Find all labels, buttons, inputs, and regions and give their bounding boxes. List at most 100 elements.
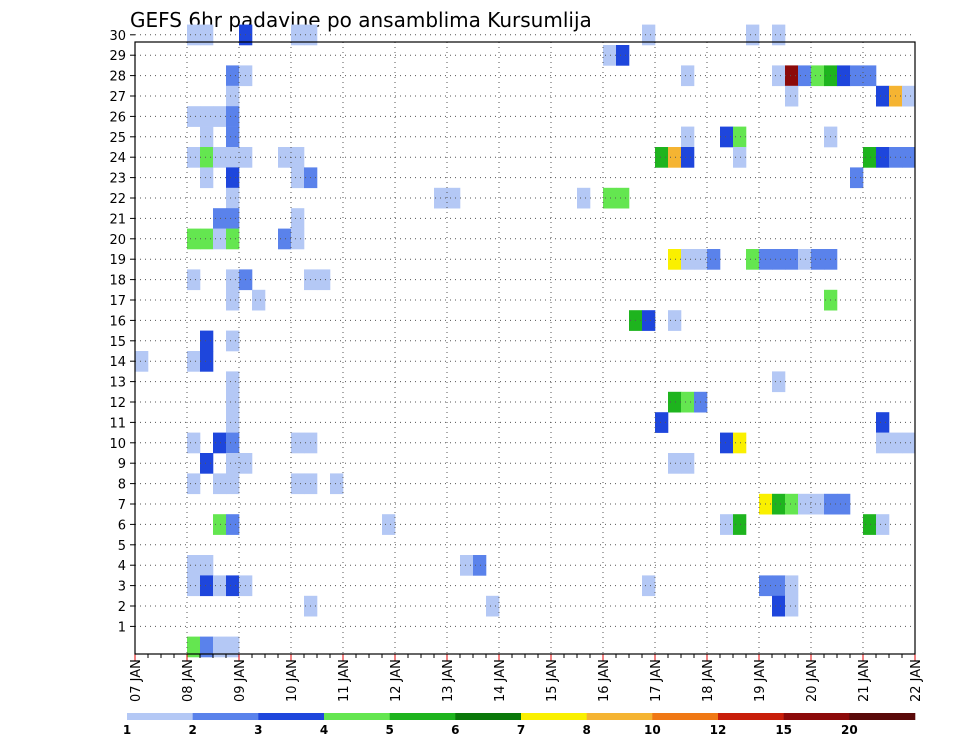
x-axis-ticks: 07 JAN 08 JAN 09 JAN 10 JAN 11 JAN 12 JAN 13 J… — [129, 654, 924, 702]
heatmap-cell — [213, 575, 227, 597]
heatmap-cell — [720, 126, 734, 148]
legend-label: 5 — [385, 723, 393, 737]
heatmap-cell — [200, 167, 214, 189]
y-tick-label: 11 — [109, 416, 126, 431]
heatmap-cell — [200, 147, 214, 168]
heatmap-cell — [837, 493, 851, 515]
heatmap-cell — [226, 228, 240, 250]
y-tick-label: 16 — [109, 314, 126, 329]
heatmap-cell — [850, 65, 864, 87]
heatmap-cell — [460, 555, 474, 576]
color-scale-legend: 1 2 3 4 5 6 7 8 10 12 15 20 — [123, 713, 916, 737]
heatmap-cell — [668, 310, 682, 331]
legend-color-swatch — [192, 713, 259, 720]
legend-label: 15 — [775, 723, 792, 737]
y-tick-label: 12 — [109, 396, 126, 411]
heatmap-cell — [317, 269, 331, 291]
x-tick-label: 07 JAN — [129, 659, 144, 702]
heatmap-cell — [642, 575, 656, 597]
legend-color-swatch — [389, 713, 456, 720]
heatmap-cell — [200, 126, 214, 148]
y-axis-ticks: 1234567891011121314151617181920212223242… — [109, 29, 135, 635]
heatmap-cell — [213, 106, 227, 127]
heatmap-cell — [213, 147, 227, 168]
heatmap-cell — [226, 187, 240, 209]
heatmap-cell — [291, 147, 305, 168]
legend-color-swatch — [652, 713, 719, 720]
heatmap-cell — [187, 555, 201, 576]
legend-label: 12 — [710, 723, 727, 737]
heatmap-cell — [772, 493, 786, 515]
y-tick-label: 27 — [109, 90, 126, 105]
legend-label: 6 — [451, 723, 459, 737]
x-tick-label: 16 JAN — [597, 659, 612, 702]
y-tick-label: 13 — [109, 376, 126, 391]
heatmap-cell — [681, 147, 695, 168]
legend-label: 4 — [320, 723, 328, 737]
gridlines — [135, 34, 915, 654]
heatmap-cell — [876, 432, 890, 454]
heatmap-cell — [213, 208, 227, 229]
legend-label: 7 — [517, 723, 525, 737]
heatmap-cell — [200, 330, 214, 352]
heatmap-cell — [252, 289, 266, 311]
x-tick-label: 17 JAN — [649, 659, 664, 702]
y-tick-label: 25 — [109, 131, 126, 146]
legend-label: 20 — [841, 723, 858, 737]
heatmap-cell — [226, 636, 240, 658]
heatmap-cell — [681, 65, 695, 87]
heatmap-cell — [785, 85, 799, 107]
y-tick-label: 14 — [109, 355, 126, 370]
heatmap-cell — [850, 167, 864, 189]
y-tick-label: 29 — [109, 49, 126, 64]
heatmap-cell — [213, 432, 227, 454]
x-tick-label: 19 JAN — [753, 659, 768, 702]
heatmap-cell — [226, 514, 240, 535]
heatmap-cell — [733, 514, 747, 535]
heatmap-cell — [226, 269, 240, 291]
heatmap-cell — [668, 249, 682, 270]
x-tick-label: 09 JAN — [233, 659, 248, 702]
y-tick-label: 22 — [109, 192, 126, 207]
heatmap-cell — [863, 147, 877, 168]
heatmap-cell — [668, 453, 682, 474]
legend-color-swatch — [324, 713, 390, 720]
heatmap-cell — [772, 249, 786, 270]
y-tick-label: 7 — [118, 498, 126, 513]
x-tick-label: 11 JAN — [337, 659, 352, 702]
heatmap-cell — [278, 147, 292, 168]
heatmap-cell — [382, 514, 396, 535]
y-tick-label: 24 — [109, 151, 126, 166]
heatmap-cell — [187, 147, 201, 168]
heatmap-cell — [681, 391, 695, 413]
heatmap-cell — [447, 187, 461, 209]
heatmap-cell — [187, 575, 201, 597]
heatmap-cell — [200, 228, 214, 250]
heatmap-cell — [655, 412, 669, 433]
y-tick-label: 1 — [118, 620, 126, 635]
heatmap-cell — [226, 473, 240, 495]
y-tick-label: 28 — [109, 70, 126, 85]
heatmap-cell — [291, 432, 305, 454]
heatmap-cell — [837, 65, 851, 87]
heatmap-cell — [226, 412, 240, 433]
heatmap-cell — [876, 147, 890, 168]
heatmap-cell — [226, 147, 240, 168]
heatmap-cell — [681, 453, 695, 474]
heatmap-cell — [213, 514, 227, 535]
heatmap-cell — [291, 473, 305, 495]
heatmap-cell — [187, 269, 201, 291]
heatmap-cell — [720, 514, 734, 535]
heatmap-cell — [226, 575, 240, 597]
heatmap-cell — [187, 24, 201, 46]
heatmap-cell — [733, 147, 747, 168]
heatmap-cell — [291, 208, 305, 229]
heatmap-cell — [187, 351, 201, 372]
heatmap-cell — [863, 514, 877, 535]
heatmap-cell — [187, 228, 201, 250]
heatmap-cell — [785, 575, 799, 597]
legend-color-swatch — [455, 713, 522, 720]
heatmap-cell — [772, 65, 786, 87]
y-tick-label: 8 — [118, 478, 126, 493]
